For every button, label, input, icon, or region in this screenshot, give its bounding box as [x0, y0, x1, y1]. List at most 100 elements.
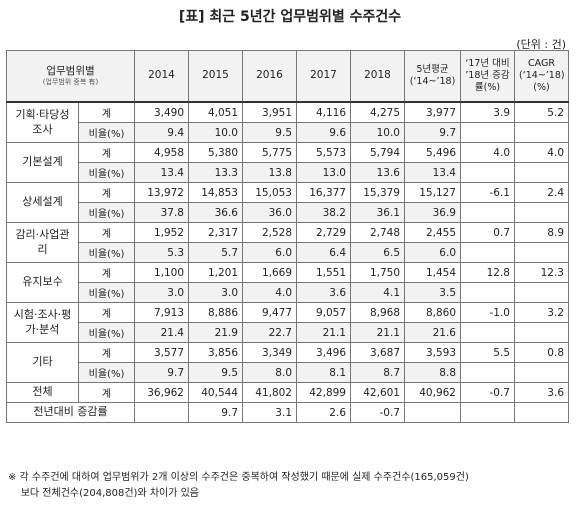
total-row: 전체 계 36,962 40,544 41,802 42,899 42,601 40,962-… — [6, 382, 569, 403]
growth-cell: -0.7 — [460, 382, 515, 403]
count-cell: 7,913 — [134, 302, 189, 323]
ratio-cell: 4.1 — [350, 282, 405, 303]
count-cell: 15,127 — [404, 182, 461, 203]
ratio-cell: 21.1 — [296, 322, 351, 343]
ratio-cell: 21.9 — [188, 322, 243, 343]
count-label: 계 — [78, 302, 135, 323]
count-cell: 3,593 — [404, 342, 461, 363]
empty-cell — [514, 282, 569, 303]
table-row: 감리·사업관리 계 1,952 2,317 2,528 2,729 2,748 2,455 0.… — [6, 222, 569, 263]
ratio-cell: 36.0 — [242, 202, 297, 223]
empty-cell — [514, 402, 569, 423]
empty-cell — [514, 122, 569, 143]
yoy-cell — [404, 402, 461, 423]
count-cell: 15,053 — [242, 182, 297, 203]
growth-cell: 5.5 — [460, 342, 515, 363]
table-row: 상세설계 계 13,972 14,853 15,053 16,377 15,379 15,12… — [6, 182, 569, 223]
ratio-cell: 21.6 — [404, 322, 461, 343]
table-row: 기본설계 계 4,958 5,380 5,775 5,573 5,794 5,496 4.0 4.… — [6, 142, 569, 183]
ratio-label: 비율(%) — [78, 362, 135, 383]
category-name: 기획·타당성조사 — [6, 101, 79, 143]
cagr-cell: 2.4 — [514, 182, 569, 203]
category-header-note: (업무범위 중복 有) — [42, 78, 99, 87]
empty-cell — [460, 202, 515, 223]
category-name: 상세설계 — [6, 182, 79, 223]
count-cell: 2,317 — [188, 222, 243, 243]
ratio-cell: 5.3 — [134, 242, 189, 263]
empty-cell — [460, 162, 515, 183]
count-cell: 3,496 — [296, 342, 351, 363]
cagr-cell: 5.2 — [514, 101, 569, 123]
table-row: 비율(%) 37.8 36.6 36.0 38.2 36.1 36.9 — [7, 202, 569, 223]
count-cell: 1,201 — [188, 262, 243, 283]
count-label: 계 — [78, 142, 135, 163]
count-cell: 1,669 — [242, 262, 297, 283]
ratio-cell: 9.7 — [404, 122, 461, 143]
table-row: 비율(%) 13.4 13.3 13.8 13.0 13.6 13.4 — [7, 162, 569, 183]
total-cell: 42,899 — [296, 382, 351, 403]
count-cell: 4,051 — [188, 101, 243, 123]
count-cell: 3,951 — [242, 101, 297, 123]
ratio-cell: 6.4 — [296, 242, 351, 263]
empty-cell — [460, 282, 515, 303]
ratio-cell: 9.7 — [134, 362, 189, 383]
total-cell: 41,802 — [242, 382, 297, 403]
total-name: 전체 — [6, 382, 79, 403]
table-row: 기타 계 3,577 3,856 3,349 3,496 3,687 3,593 5.5 0.8 — [6, 342, 569, 383]
count-cell: 2,455 — [404, 222, 461, 243]
table-row: 비율(%) 3.0 3.0 4.0 3.6 4.1 3.5 — [7, 282, 569, 303]
table-row: 비율(%) 5.3 5.7 6.0 6.4 6.5 6.0 — [7, 242, 569, 263]
count-cell: 13,972 — [134, 182, 189, 203]
empty-cell — [460, 242, 515, 263]
count-cell: 5,794 — [350, 142, 405, 163]
ratio-cell: 13.3 — [188, 162, 243, 183]
cagr-cell: 0.8 — [514, 342, 569, 363]
empty-cell — [514, 162, 569, 183]
ratio-label: 비율(%) — [78, 162, 135, 183]
ratio-label: 비율(%) — [78, 282, 135, 303]
ratio-cell: 38.2 — [296, 202, 351, 223]
count-cell: 9,057 — [296, 302, 351, 323]
cagr-cell: 12.3 — [514, 262, 569, 283]
empty-cell — [514, 362, 569, 383]
ratio-cell: 36.6 — [188, 202, 243, 223]
yoy-cell — [134, 402, 189, 423]
count-cell: 3,977 — [404, 101, 461, 123]
count-label: 계 — [78, 342, 135, 363]
ratio-cell: 6.5 — [350, 242, 405, 263]
ratio-cell: 3.0 — [188, 282, 243, 303]
category-name: 감리·사업관리 — [6, 222, 79, 263]
table-row: 비율(%) 9.4 10.0 9.5 9.6 10.0 9.7 — [7, 122, 569, 143]
ratio-cell: 21.1 — [350, 322, 405, 343]
count-cell: 8,968 — [350, 302, 405, 323]
count-cell: 5,380 — [188, 142, 243, 163]
footnote: ※ 각 수주건에 대하여 업무범위가 2개 이상의 수주건은 중복하여 작성했기… — [8, 472, 469, 499]
empty-cell — [514, 242, 569, 263]
growth-cell: 0.7 — [460, 222, 515, 243]
year-header: 2016 — [242, 50, 297, 103]
ratio-label: 비율(%) — [78, 202, 135, 223]
count-cell: 3,490 — [134, 101, 189, 123]
year-header: 2014 — [134, 50, 189, 103]
ratio-cell: 9.4 — [134, 122, 189, 143]
year-header: 2018 — [350, 50, 405, 103]
year-header: 2017 — [296, 50, 351, 103]
total-cell: 40,962 — [404, 382, 461, 403]
growth-cell: -1.0 — [460, 302, 515, 323]
category-header: 업무범위별 (업무범위 중복 有) — [6, 50, 135, 103]
ratio-cell: 10.0 — [188, 122, 243, 143]
count-label: 계 — [78, 222, 135, 243]
ratio-cell: 10.0 — [350, 122, 405, 143]
count-label: 계 — [78, 382, 135, 403]
count-cell: 5,573 — [296, 142, 351, 163]
empty-cell — [460, 122, 515, 143]
table-row: 시험·조사·평가·분석 계 7,913 8,886 9,477 9,057 8,968 8,8… — [6, 302, 569, 343]
ratio-cell: 3.0 — [134, 282, 189, 303]
ratio-cell: 13.6 — [350, 162, 405, 183]
growth-header: ‘17년 대비 ’18년 증감률(%) — [460, 50, 515, 103]
count-cell: 3,856 — [188, 342, 243, 363]
table-body: 기획·타당성조사 계 3,490 4,051 3,951 4,116 4,275 3,977 3… — [6, 101, 569, 423]
ratio-cell: 13.0 — [296, 162, 351, 183]
contract-count-table: 업무범위별 (업무범위 중복 有) 2014 2015 2016 2017 20… — [6, 50, 569, 423]
count-cell: 16,377 — [296, 182, 351, 203]
